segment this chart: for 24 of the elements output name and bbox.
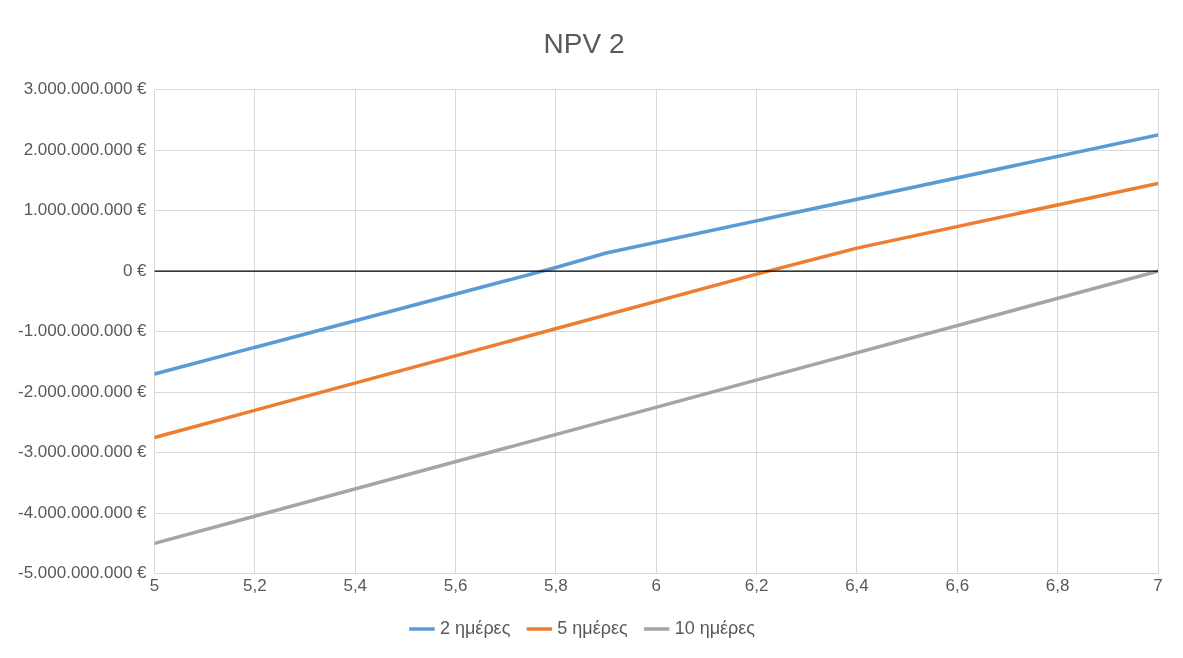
x-tick-label: 6,2 <box>744 576 769 596</box>
x-tick-label: 5,2 <box>243 576 267 596</box>
y-tick-label: 3.000.000.000 € <box>23 79 148 99</box>
y-tick-label: -5.000.000.000 € <box>17 563 148 583</box>
x-tick-label: 5,4 <box>343 576 368 596</box>
y-tick-label: -3.000.000.000 € <box>17 442 148 462</box>
y-tick-label: -2.000.000.000 € <box>17 381 148 401</box>
y-tick-label: -1.000.000.000 € <box>17 321 148 341</box>
x-tick-label: 6,6 <box>945 576 970 596</box>
x-tick-label: 6,4 <box>845 576 869 596</box>
y-tick-label: 0 € <box>122 260 148 280</box>
legend-label: 2 ημέρες <box>439 617 511 638</box>
legend-label: 5 ημέρες <box>557 617 628 638</box>
x-tick-label: 5,8 <box>544 576 568 596</box>
x-tick-label: 5 <box>149 576 160 596</box>
x-tick-label: 5,6 <box>443 576 468 596</box>
x-tick-label: 7 <box>1153 576 1163 596</box>
y-tick-label: 2.000.000.000 € <box>23 139 148 159</box>
legend-label: 10 ημέρες <box>674 617 756 638</box>
y-tick-label: 1.000.000.000 € <box>23 200 148 220</box>
x-tick-label: 6,8 <box>1045 576 1070 596</box>
x-tick-label: 6 <box>651 576 662 596</box>
y-tick-label: -4.000.000.000 € <box>17 502 148 522</box>
chart-title: NPV 2 <box>543 27 625 59</box>
